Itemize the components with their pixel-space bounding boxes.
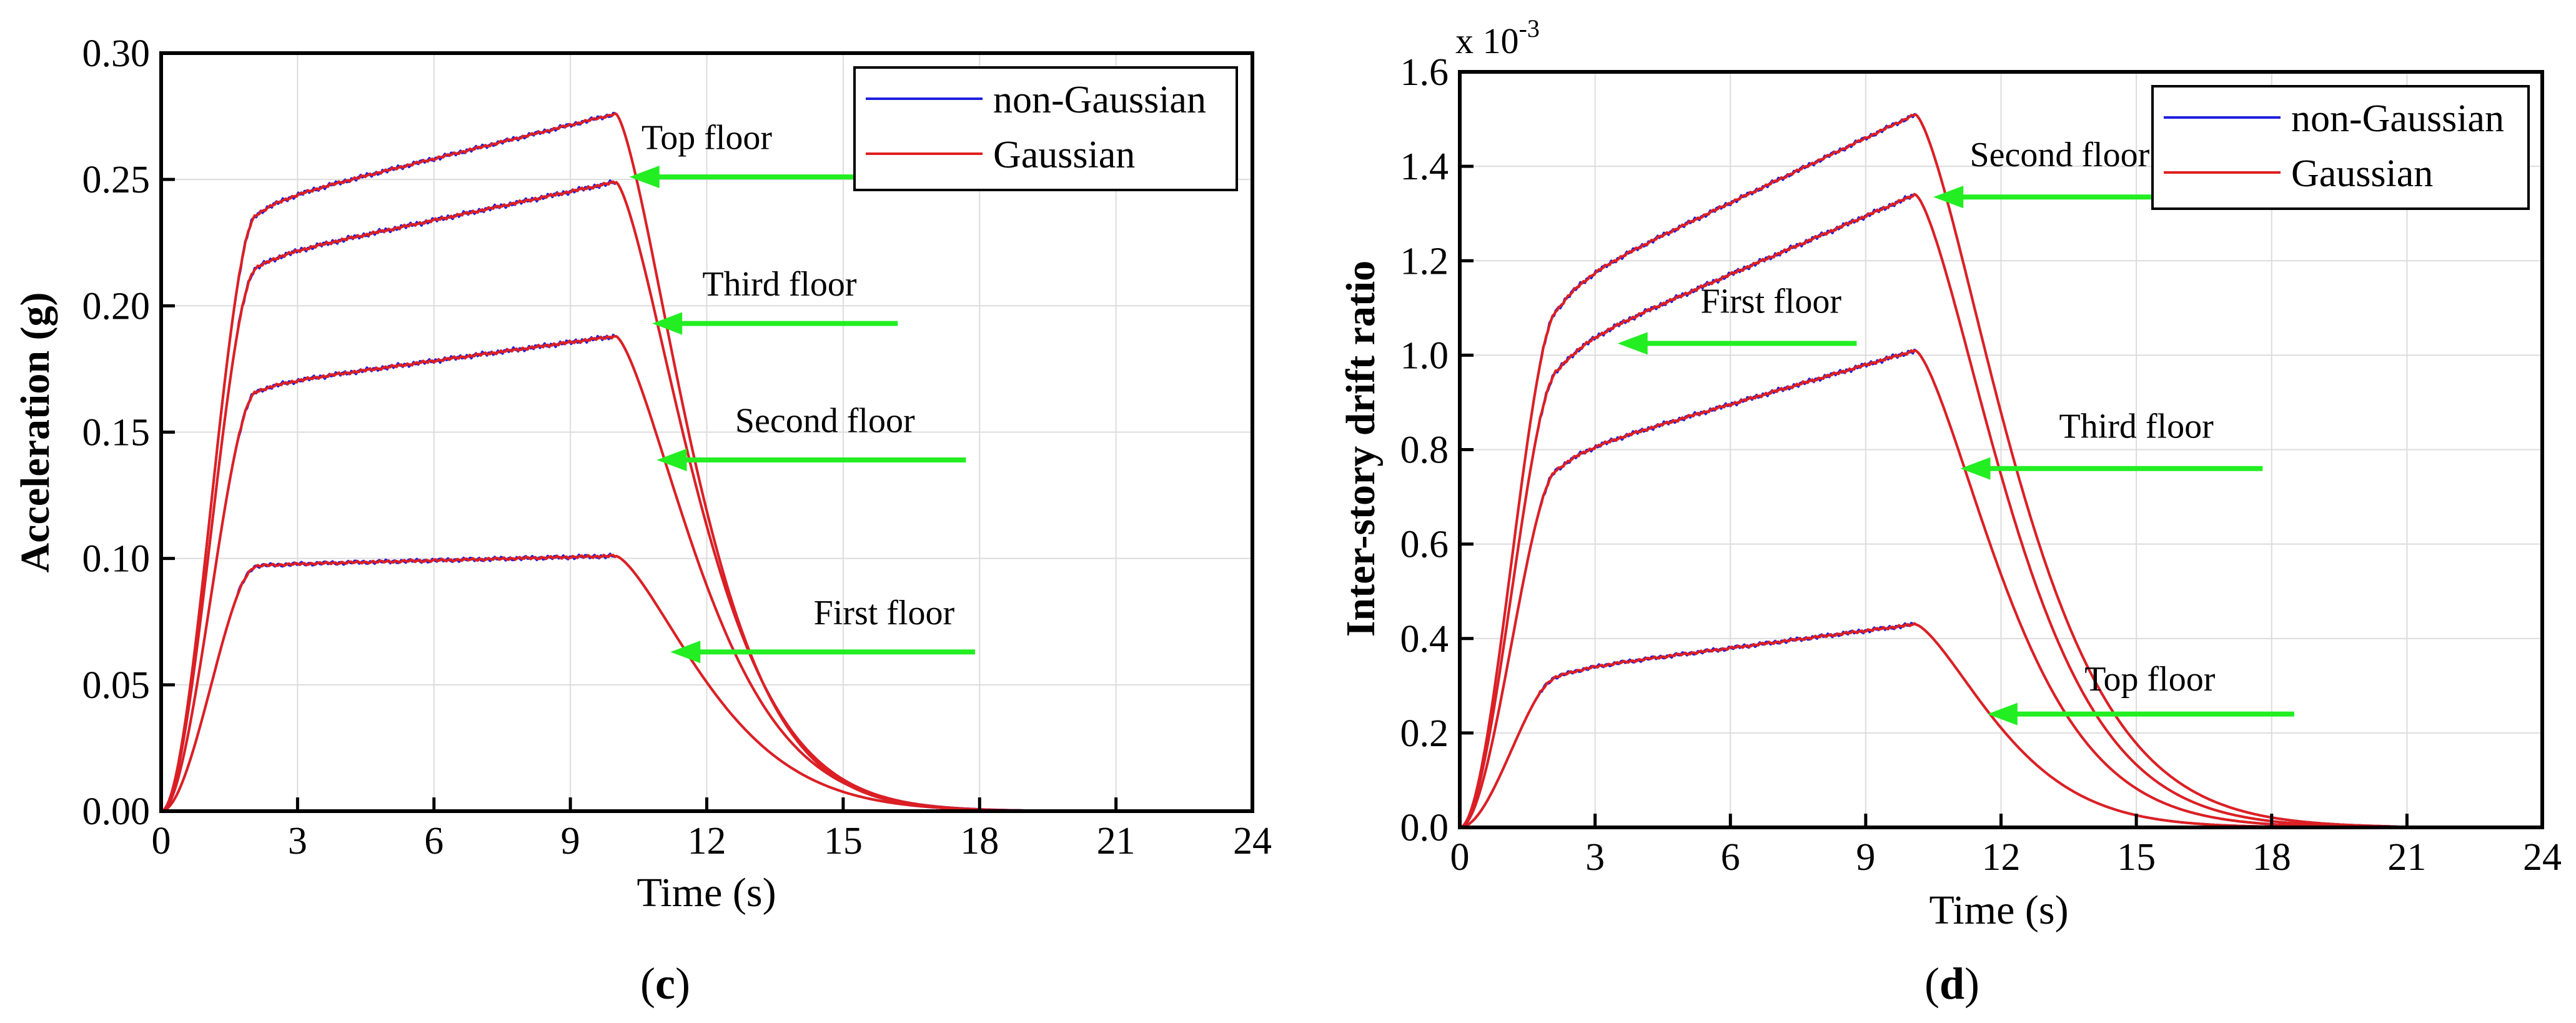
grid-lines xyxy=(161,52,1253,812)
y-axis-label: Acceleration (g) xyxy=(12,292,58,573)
y-tick-label: 1.6 xyxy=(1400,51,1449,94)
panel-label: (d) xyxy=(1925,959,1979,1009)
panel-label: (c) xyxy=(640,959,690,1009)
y-tick-label: 1.2 xyxy=(1400,240,1449,282)
annotation-arrowhead xyxy=(652,312,683,335)
y-exponent-base: x 10 xyxy=(1455,21,1519,61)
y-tick-label: 0.05 xyxy=(82,664,151,707)
annotation-label: Third floor xyxy=(2059,407,2214,446)
y-tick-label: 1.4 xyxy=(1400,146,1449,188)
x-axis-label: Time (s) xyxy=(1929,887,2068,933)
x-tick-label: 18 xyxy=(2252,836,2291,879)
x-tick-label: 0 xyxy=(1450,836,1470,879)
legend-label: Gaussian xyxy=(2291,152,2433,195)
annotation-arrowhead xyxy=(629,166,660,189)
y-tick-label: 1.0 xyxy=(1400,334,1449,377)
annotation-arrowhead xyxy=(670,641,701,664)
y-tick-label: 0.2 xyxy=(1400,712,1449,755)
x-tick-label: 12 xyxy=(688,820,726,862)
legend-label: non-Gaussian xyxy=(2291,97,2504,140)
x-tick-label: 24 xyxy=(2523,836,2562,879)
y-tick-label: 0.00 xyxy=(82,791,151,833)
y-tick-label: 0.25 xyxy=(82,159,151,201)
annotation-arrowhead xyxy=(656,448,687,471)
x-axis-label: Time (s) xyxy=(637,870,776,916)
annotation-label: First floor xyxy=(1700,282,1841,321)
x-tick-label: 3 xyxy=(1585,836,1605,879)
y-axis-label: Inter-story drift ratio xyxy=(1338,261,1384,637)
x-tick-label: 0 xyxy=(152,820,171,862)
y-tick-label: 0.10 xyxy=(82,538,151,581)
annotation-arrowhead xyxy=(1987,702,2018,726)
x-tick-label: 3 xyxy=(288,820,307,862)
x-tick-label: 6 xyxy=(1721,836,1740,879)
legend: non-Gaussian Gaussian xyxy=(853,66,1238,191)
x-tick-label: 21 xyxy=(1097,820,1136,862)
legend-label: non-Gaussian xyxy=(993,79,1206,121)
y-tick-label: 0.8 xyxy=(1400,429,1449,472)
x-tick-label: 6 xyxy=(424,820,443,862)
y-tick-label: 0.20 xyxy=(82,285,151,327)
annotation-label: Third floor xyxy=(702,265,857,304)
annotations: Second floor First floor Third floor Top fl… xyxy=(1617,136,2294,726)
series-line-gaussian-second-floor xyxy=(1459,113,2542,829)
annotation-label: Second floor xyxy=(1970,136,2150,174)
y-tick-label: 0.30 xyxy=(82,32,151,75)
x-tick-label: 18 xyxy=(960,820,999,862)
annotation-label: Second floor xyxy=(735,402,915,441)
legend: non-Gaussian Gaussian xyxy=(2151,85,2530,210)
chart-panel-d: 0 3 6 9 12 15 18 21 24 0.0 0.2 0.4 0.6 0.8 1.0 1.2 1.4 1.… xyxy=(1338,14,2562,1009)
annotation-arrowhead xyxy=(1933,186,1964,209)
annotation-label: Top floor xyxy=(2084,660,2216,699)
annotations: Top floor Third floor Second floor First fl… xyxy=(629,119,975,664)
annotation-arrowhead xyxy=(1617,332,1648,355)
annotation-arrowhead xyxy=(1960,457,1991,480)
x-tick-label: 21 xyxy=(2387,836,2426,879)
panel-label-letter: d xyxy=(1939,959,1964,1009)
y-exponent-power: -3 xyxy=(1519,14,1540,42)
legend-box xyxy=(853,66,1238,191)
y-tick-label: 0.6 xyxy=(1400,524,1449,566)
x-tick-label: 12 xyxy=(1982,836,2021,879)
annotation-label: First floor xyxy=(814,594,955,632)
panel-label-letter: c xyxy=(655,959,675,1009)
legend-box xyxy=(2151,85,2530,210)
x-tick-label: 15 xyxy=(2117,836,2156,879)
annotation-label: Top floor xyxy=(642,119,773,157)
x-tick-label: 9 xyxy=(1856,836,1875,879)
y-exponent: x 10-3 xyxy=(1455,14,1540,61)
y-tick-label: 0.0 xyxy=(1400,807,1449,849)
y-tick-label: 0.15 xyxy=(82,412,151,454)
legend-label: Gaussian xyxy=(993,134,1135,176)
x-tick-label: 15 xyxy=(824,820,863,862)
y-tick-label: 0.4 xyxy=(1400,618,1449,661)
axis-ticks: 0 3 6 9 12 15 18 21 24 0.0 0.2 0.4 0.6 0.8 1.0 1.2 1.4 1.… xyxy=(1400,51,2562,879)
x-tick-label: 9 xyxy=(561,820,580,862)
axis-ticks: 0 3 6 9 12 15 18 21 24 0.00 0.05 0.10 0.15 0.20 0.25 0.… xyxy=(82,32,1272,862)
x-tick-label: 24 xyxy=(1233,820,1272,862)
chart-panel-c: 0 3 6 9 12 15 18 21 24 0.00 0.05 0.10 0.15 0.20 0.25 0.… xyxy=(12,32,1272,1009)
